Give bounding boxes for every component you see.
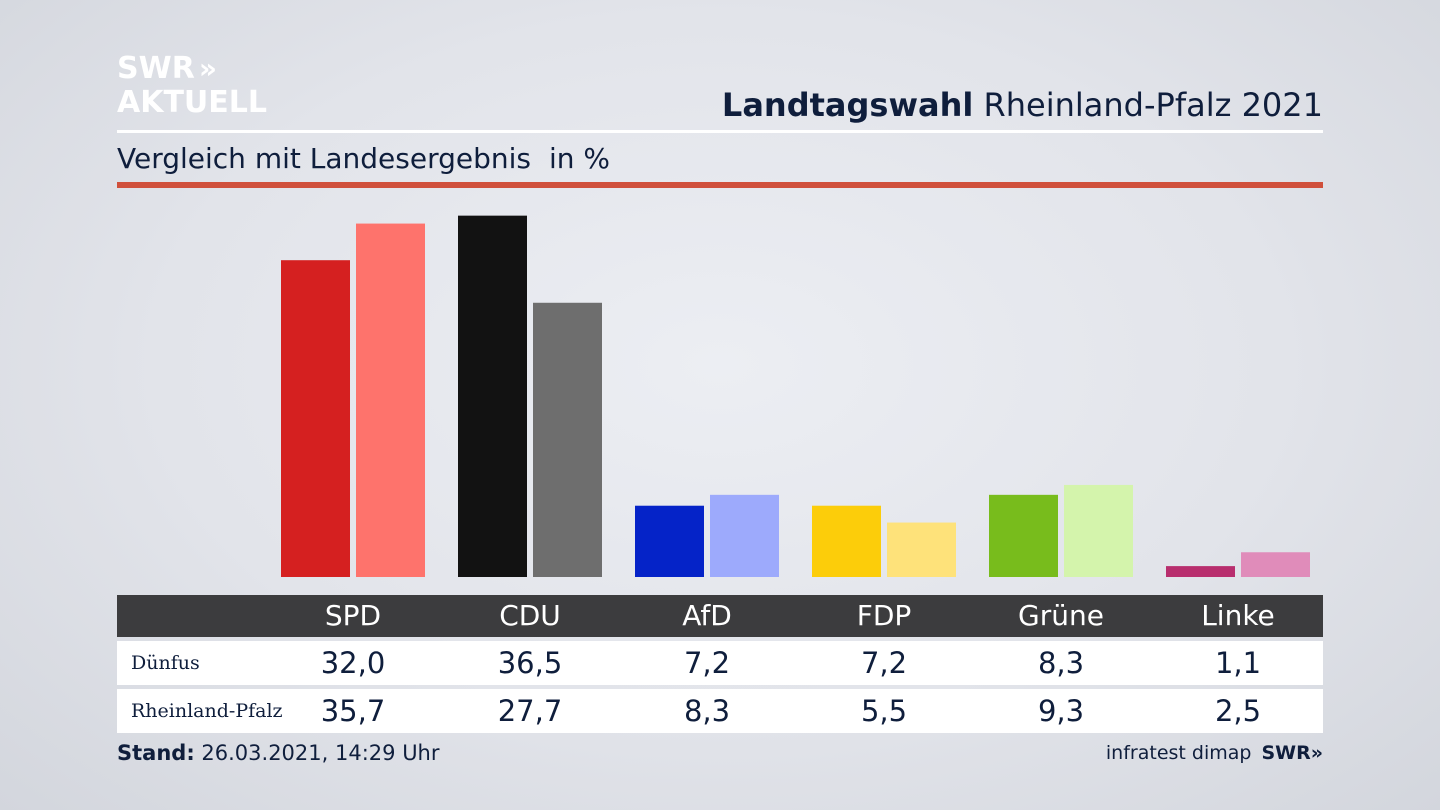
stand-value: 26.03.2021, 14:29 Uhr (201, 741, 440, 765)
bar-grne-rlp (1064, 484, 1133, 577)
value-cell: 7,2 (683, 646, 731, 680)
value-cell: 9,3 (1037, 694, 1085, 728)
table-row: Rheinland-Pfalz 35,7 27,7 8,3 5,5 9,3 2,5 (117, 689, 1323, 733)
value-cell: 35,7 (320, 694, 386, 728)
header-divider (117, 130, 1323, 133)
title-bold: Landtagswahl (721, 86, 974, 124)
bar-linke-rlp (1241, 552, 1310, 577)
value-cell: 5,5 (860, 694, 908, 728)
value-cell: 1,1 (1214, 646, 1262, 680)
page-title: Landtagswahl Rheinland-Pfalz 2021 (722, 86, 1323, 124)
bar-spd-duenfus (281, 260, 350, 577)
bar-grne-duenfus (989, 494, 1058, 577)
bar-cdu-duenfus (458, 215, 527, 577)
source-credit: infratest dimap SWR» (1106, 742, 1323, 764)
value-cell: 2,5 (1214, 694, 1262, 728)
bar-spd-rlp (356, 223, 425, 577)
row-label: Rheinland-Pfalz (131, 700, 283, 722)
bar-fdp-rlp (887, 522, 956, 577)
results-table: SPD CDU AfD FDP Grüne Linke Dünfus 32,0 36,5 7,… (117, 595, 1323, 733)
table-header: SPD CDU AfD FDP Grüne Linke (117, 595, 1323, 637)
stand-label: Stand: (117, 741, 195, 765)
category-label: SPD (324, 599, 382, 632)
value-cell: 8,3 (683, 694, 731, 728)
value-cell: 27,7 (497, 694, 563, 728)
category-label: FDP (856, 599, 912, 632)
source-text: infratest dimap (1105, 742, 1252, 764)
logo-line1: SWR (117, 51, 195, 86)
category-label: Linke (1201, 599, 1275, 632)
timestamp: Stand: 26.03.2021, 14:29 Uhr (117, 741, 440, 765)
value-cell: 32,0 (320, 646, 386, 680)
logo-line2: AKTUELL (117, 85, 268, 120)
category-label: Grüne (1018, 599, 1104, 632)
bar-fdp-duenfus (812, 505, 881, 577)
bar-afd-rlp (710, 494, 779, 577)
category-label: CDU (499, 599, 561, 632)
accent-divider (117, 182, 1323, 188)
bar-cdu-rlp (533, 302, 602, 577)
bar-afd-duenfus (635, 505, 704, 577)
swr-aktuell-logo: SWR» AKTUELL (117, 54, 267, 118)
title-rest: Rheinland-Pfalz 2021 (983, 86, 1323, 124)
table-row: Dünfus 32,0 36,5 7,2 7,2 8,3 1,1 (117, 641, 1323, 685)
bar-linke-duenfus (1166, 566, 1235, 577)
swr-brand: SWR» (1261, 742, 1323, 764)
value-cell: 8,3 (1037, 646, 1085, 680)
value-cell: 7,2 (860, 646, 908, 680)
row-label: Dünfus (131, 652, 200, 674)
subtitle-unit: in % (548, 142, 611, 175)
subtitle-text: Vergleich mit Landesergebnis (117, 142, 531, 175)
value-cell: 36,5 (497, 646, 563, 680)
category-label: AfD (682, 599, 732, 632)
chart-subtitle: Vergleich mit Landesergebnis in % (117, 142, 610, 175)
